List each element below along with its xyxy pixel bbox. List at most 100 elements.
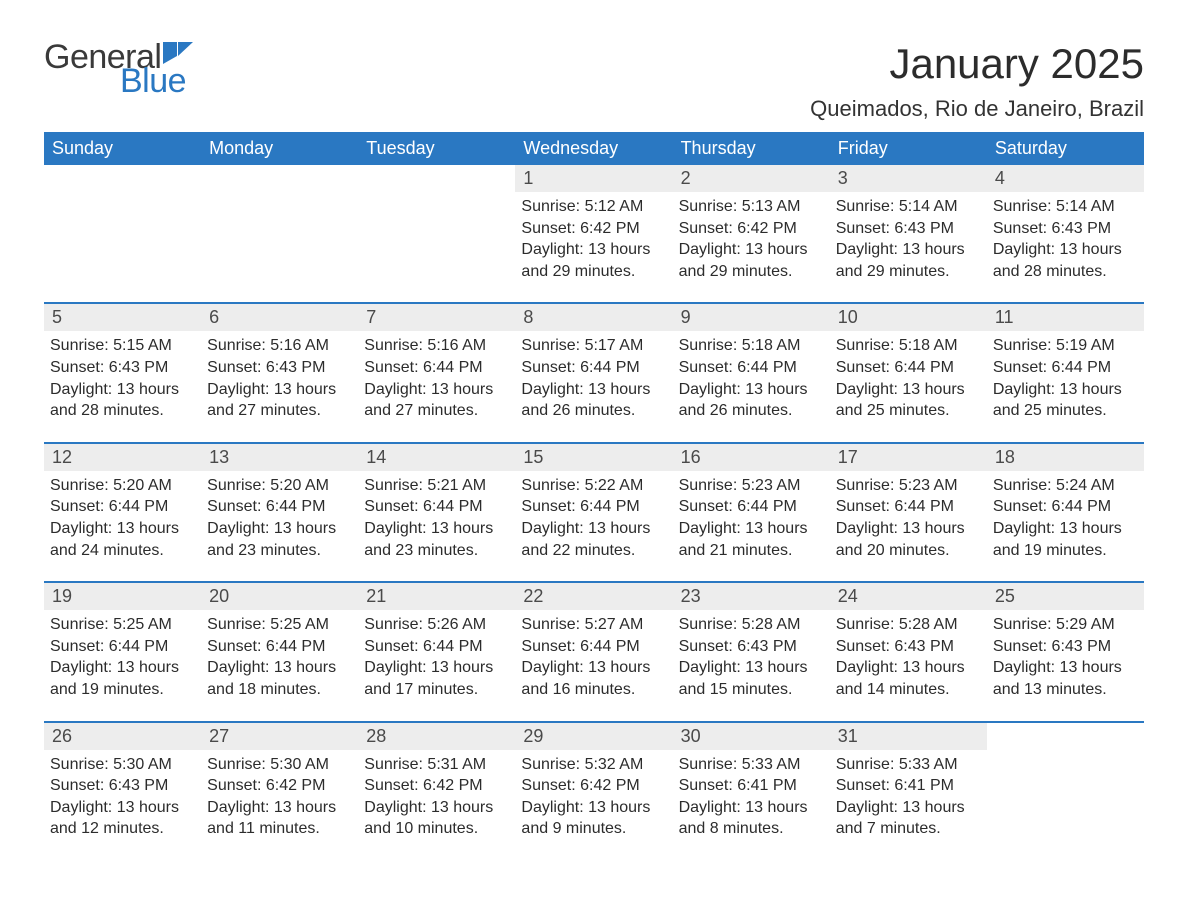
- day-detail-cell: Sunrise: 5:30 AMSunset: 6:43 PMDaylight:…: [44, 750, 201, 860]
- detail-row: Sunrise: 5:15 AMSunset: 6:43 PMDaylight:…: [44, 331, 1144, 442]
- sunset-text: Sunset: 6:44 PM: [521, 636, 666, 658]
- sunrise-text: Sunrise: 5:14 AM: [993, 196, 1138, 218]
- header: General Blue January 2025 Queimados, Rio…: [44, 40, 1144, 122]
- sunset-text: Sunset: 6:44 PM: [521, 496, 666, 518]
- weekday-header-row: SundayMondayTuesdayWednesdayThursdayFrid…: [44, 132, 1144, 165]
- weekday-header: Saturday: [987, 132, 1144, 165]
- day-number-cell: 19: [44, 583, 201, 610]
- day-detail-cell: Sunrise: 5:16 AMSunset: 6:43 PMDaylight:…: [201, 331, 358, 442]
- sunrise-text: Sunrise: 5:19 AM: [993, 335, 1138, 357]
- day-number-cell: [44, 165, 201, 192]
- day-number-cell: 18: [987, 444, 1144, 471]
- daylight-text: Daylight: 13 hours and 22 minutes.: [521, 518, 666, 561]
- day-number-cell: 3: [830, 165, 987, 192]
- sunrise-text: Sunrise: 5:25 AM: [207, 614, 352, 636]
- sunrise-text: Sunrise: 5:25 AM: [50, 614, 195, 636]
- sunset-text: Sunset: 6:44 PM: [50, 636, 195, 658]
- daynum-row: 19202122232425: [44, 583, 1144, 610]
- day-detail-cell: Sunrise: 5:26 AMSunset: 6:44 PMDaylight:…: [358, 610, 515, 721]
- sunrise-text: Sunrise: 5:31 AM: [364, 754, 509, 776]
- day-number-cell: 5: [44, 304, 201, 331]
- sunset-text: Sunset: 6:41 PM: [679, 775, 824, 797]
- sunrise-text: Sunrise: 5:21 AM: [364, 475, 509, 497]
- sunrise-text: Sunrise: 5:24 AM: [993, 475, 1138, 497]
- daylight-text: Daylight: 13 hours and 19 minutes.: [993, 518, 1138, 561]
- sunrise-text: Sunrise: 5:33 AM: [679, 754, 824, 776]
- day-number-cell: 17: [830, 444, 987, 471]
- sunrise-text: Sunrise: 5:26 AM: [364, 614, 509, 636]
- sunrise-text: Sunrise: 5:29 AM: [993, 614, 1138, 636]
- sunset-text: Sunset: 6:43 PM: [207, 357, 352, 379]
- day-number-cell: 28: [358, 723, 515, 750]
- day-number-cell: 4: [987, 165, 1144, 192]
- sunrise-text: Sunrise: 5:30 AM: [207, 754, 352, 776]
- daylight-text: Daylight: 13 hours and 29 minutes.: [836, 239, 981, 282]
- day-number-cell: [358, 165, 515, 192]
- sunrise-text: Sunrise: 5:18 AM: [679, 335, 824, 357]
- sunrise-text: Sunrise: 5:16 AM: [364, 335, 509, 357]
- sunrise-text: Sunrise: 5:16 AM: [207, 335, 352, 357]
- day-detail-cell: [44, 192, 201, 303]
- sunset-text: Sunset: 6:44 PM: [993, 357, 1138, 379]
- sunset-text: Sunset: 6:42 PM: [364, 775, 509, 797]
- day-detail-cell: Sunrise: 5:25 AMSunset: 6:44 PMDaylight:…: [201, 610, 358, 721]
- sunset-text: Sunset: 6:43 PM: [50, 775, 195, 797]
- daylight-text: Daylight: 13 hours and 23 minutes.: [364, 518, 509, 561]
- day-detail-cell: [987, 750, 1144, 860]
- sunset-text: Sunset: 6:43 PM: [836, 218, 981, 240]
- day-number-cell: 30: [673, 723, 830, 750]
- sunset-text: Sunset: 6:44 PM: [364, 636, 509, 658]
- sunset-text: Sunset: 6:44 PM: [993, 496, 1138, 518]
- sunset-text: Sunset: 6:44 PM: [50, 496, 195, 518]
- day-number-cell: 8: [515, 304, 672, 331]
- day-number-cell: 29: [515, 723, 672, 750]
- sunset-text: Sunset: 6:44 PM: [836, 496, 981, 518]
- daylight-text: Daylight: 13 hours and 16 minutes.: [521, 657, 666, 700]
- daylight-text: Daylight: 13 hours and 26 minutes.: [521, 379, 666, 422]
- day-number-cell: 9: [673, 304, 830, 331]
- sunrise-text: Sunrise: 5:20 AM: [207, 475, 352, 497]
- logo-text-blue: Blue: [120, 64, 193, 98]
- day-detail-cell: Sunrise: 5:14 AMSunset: 6:43 PMDaylight:…: [987, 192, 1144, 303]
- sunset-text: Sunset: 6:42 PM: [521, 218, 666, 240]
- daylight-text: Daylight: 13 hours and 8 minutes.: [679, 797, 824, 840]
- detail-row: Sunrise: 5:25 AMSunset: 6:44 PMDaylight:…: [44, 610, 1144, 721]
- day-number-cell: 23: [673, 583, 830, 610]
- day-detail-cell: Sunrise: 5:30 AMSunset: 6:42 PMDaylight:…: [201, 750, 358, 860]
- day-detail-cell: Sunrise: 5:19 AMSunset: 6:44 PMDaylight:…: [987, 331, 1144, 442]
- daylight-text: Daylight: 13 hours and 25 minutes.: [993, 379, 1138, 422]
- day-number-cell: 24: [830, 583, 987, 610]
- daylight-text: Daylight: 13 hours and 14 minutes.: [836, 657, 981, 700]
- day-detail-cell: Sunrise: 5:14 AMSunset: 6:43 PMDaylight:…: [830, 192, 987, 303]
- daylight-text: Daylight: 13 hours and 21 minutes.: [679, 518, 824, 561]
- day-detail-cell: [358, 192, 515, 303]
- sunset-text: Sunset: 6:41 PM: [836, 775, 981, 797]
- day-number-cell: [201, 165, 358, 192]
- daylight-text: Daylight: 13 hours and 28 minutes.: [50, 379, 195, 422]
- daylight-text: Daylight: 13 hours and 29 minutes.: [521, 239, 666, 282]
- day-detail-cell: Sunrise: 5:12 AMSunset: 6:42 PMDaylight:…: [515, 192, 672, 303]
- daynum-row: 567891011: [44, 304, 1144, 331]
- sunset-text: Sunset: 6:43 PM: [679, 636, 824, 658]
- sunset-text: Sunset: 6:44 PM: [679, 496, 824, 518]
- day-detail-cell: Sunrise: 5:13 AMSunset: 6:42 PMDaylight:…: [673, 192, 830, 303]
- daylight-text: Daylight: 13 hours and 29 minutes.: [679, 239, 824, 282]
- day-number-cell: 10: [830, 304, 987, 331]
- day-detail-cell: Sunrise: 5:31 AMSunset: 6:42 PMDaylight:…: [358, 750, 515, 860]
- weekday-header: Thursday: [673, 132, 830, 165]
- day-detail-cell: Sunrise: 5:20 AMSunset: 6:44 PMDaylight:…: [201, 471, 358, 582]
- day-detail-cell: Sunrise: 5:17 AMSunset: 6:44 PMDaylight:…: [515, 331, 672, 442]
- daylight-text: Daylight: 13 hours and 26 minutes.: [679, 379, 824, 422]
- title-block: January 2025 Queimados, Rio de Janeiro, …: [810, 40, 1144, 122]
- sunrise-text: Sunrise: 5:22 AM: [521, 475, 666, 497]
- weekday-header: Monday: [201, 132, 358, 165]
- daylight-text: Daylight: 13 hours and 23 minutes.: [207, 518, 352, 561]
- sunrise-text: Sunrise: 5:14 AM: [836, 196, 981, 218]
- daylight-text: Daylight: 13 hours and 27 minutes.: [364, 379, 509, 422]
- sunset-text: Sunset: 6:44 PM: [207, 496, 352, 518]
- sunrise-text: Sunrise: 5:32 AM: [521, 754, 666, 776]
- day-detail-cell: Sunrise: 5:16 AMSunset: 6:44 PMDaylight:…: [358, 331, 515, 442]
- daylight-text: Daylight: 13 hours and 25 minutes.: [836, 379, 981, 422]
- detail-row: Sunrise: 5:12 AMSunset: 6:42 PMDaylight:…: [44, 192, 1144, 303]
- day-number-cell: 7: [358, 304, 515, 331]
